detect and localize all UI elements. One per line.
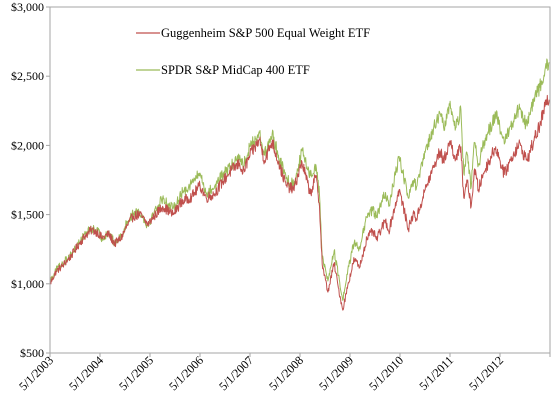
- y-tick-label: $1,000: [11, 277, 44, 291]
- series-line-spdr-midcap-400: [49, 58, 550, 301]
- y-tick-label: $1,500: [11, 208, 44, 222]
- legend-entry-label: Guggenheim S&P 500 Equal Weight ETF: [161, 26, 370, 40]
- x-tick-label: 5/1/2006: [166, 353, 206, 393]
- x-tick-label: 5/1/2009: [316, 353, 356, 393]
- y-tick-label: $3,000: [11, 0, 44, 14]
- y-tick-label: $2,500: [11, 69, 44, 83]
- x-tick-label: 5/1/2010: [366, 353, 406, 393]
- x-tick-label: 5/1/2005: [116, 353, 156, 393]
- series-layer: [49, 58, 550, 311]
- x-tick-label: 5/1/2008: [266, 353, 306, 393]
- legend: Guggenheim S&P 500 Equal Weight ETF SPDR …: [136, 26, 370, 77]
- y-tick-label: $2,000: [11, 138, 44, 152]
- x-tick-label: 5/1/2011: [416, 353, 456, 393]
- y-tick-label: $500: [20, 346, 44, 360]
- x-axis-ticks: 5/1/2003 5/1/2004 5/1/2005 5/1/2006 5/1/2007…: [16, 353, 551, 393]
- plot-frame: [49, 6, 551, 354]
- x-tick-label: 5/1/2007: [216, 353, 256, 393]
- y-axis-ticks: $500 $1,000 $1,500 $2,000 $2,500 $3,000: [11, 0, 50, 360]
- series-line-guggenheim-equal-weight: [49, 94, 550, 311]
- x-tick-label: 5/1/2004: [66, 353, 106, 393]
- legend-entry-label: SPDR S&P MidCap 400 ETF: [161, 63, 310, 77]
- x-tick-label: 5/1/2012: [466, 353, 506, 393]
